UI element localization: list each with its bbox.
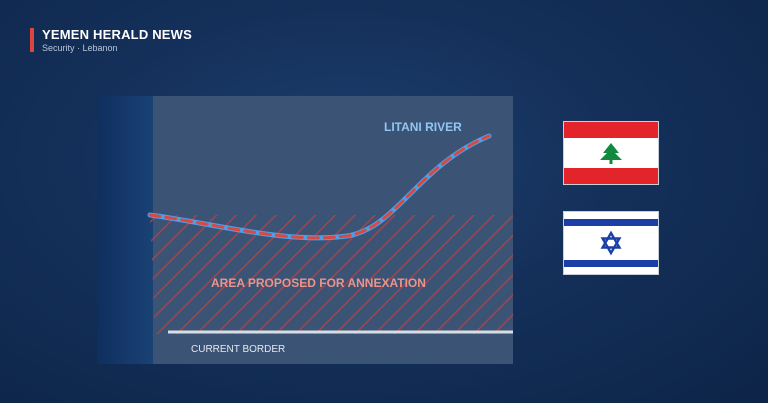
star-of-david-icon [600,230,622,256]
litani-river-label: LITANI RIVER [384,120,462,134]
israel-flag [563,211,659,275]
annexation-area [150,215,513,334]
annexation-area-label: AREA PROPOSED FOR ANNEXATION [211,276,426,290]
brand-accent-bar [30,28,34,52]
section-subtitle: Security · Lebanon [42,43,118,53]
annexation-map: LITANI RIVER AREA PROPOSED FOR ANNEXATIO… [97,96,513,364]
outlet-title: YEMEN HERALD NEWS [42,27,193,42]
flag-stripe-bottom [564,168,658,184]
cedar-tree-icon [600,143,622,164]
flag-stripe-top [564,219,658,226]
current-border-label: CURRENT BORDER [191,344,285,355]
flag-stripe-bottom [564,260,658,267]
sea-area [97,96,153,364]
map-overlay: LITANI RIVER AREA PROPOSED FOR ANNEXATIO… [147,120,513,355]
flag-stripe-top [564,122,658,138]
lebanon-flag [563,121,659,185]
litani-river-dashes [148,134,491,240]
